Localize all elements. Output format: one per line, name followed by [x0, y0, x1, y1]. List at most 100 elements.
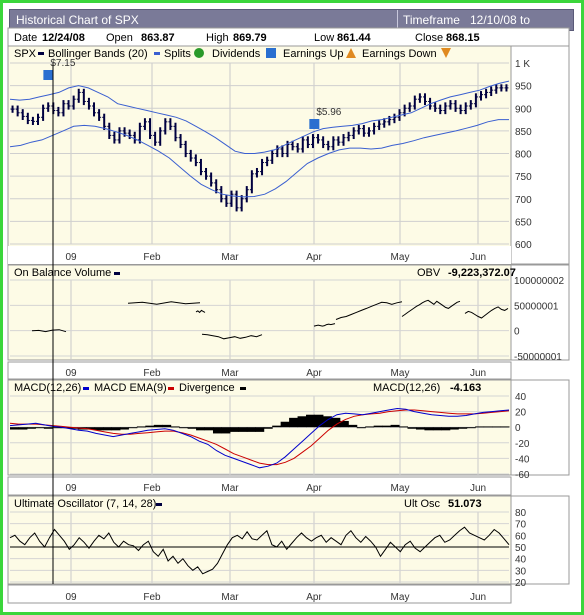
obv-y-tick: 50000001 — [514, 301, 559, 312]
x-tick-label: 09 — [65, 368, 77, 379]
macd-y-tick: -60 — [515, 470, 530, 481]
dividend-marker-icon — [309, 119, 320, 129]
ulto-value: 51.073 — [448, 498, 482, 510]
divergence-bar — [289, 417, 299, 428]
obv-legend-swatch — [114, 272, 120, 275]
obv-value-label: OBV — [417, 267, 441, 279]
close-label: Close — [415, 32, 443, 44]
divergence-bar — [103, 427, 112, 431]
legend-dividends: Dividends — [212, 48, 261, 60]
divergence-bar — [255, 427, 265, 432]
dividend-amount-label: $5.96 — [316, 107, 341, 118]
divergence-bar — [390, 424, 400, 428]
ulto-value-label: Ult Osc — [404, 498, 441, 510]
divergence-bar — [322, 416, 332, 428]
divergence-bar — [466, 427, 476, 429]
obv-value: -9,223,372.07 — [448, 267, 516, 279]
low-value: 861.44 — [337, 32, 372, 44]
divergence-bar — [331, 417, 341, 428]
annotations: $7.15 $5.96 — [43, 58, 342, 129]
x-tick-label: Mar — [221, 483, 239, 494]
ulto-axis-panel — [510, 495, 570, 585]
divergence-bar — [306, 414, 315, 428]
macd-y-tick: 0 — [515, 423, 521, 434]
price-axis-panel — [510, 45, 570, 265]
obv-segment — [201, 333, 263, 340]
low-label: Low — [314, 32, 334, 44]
divergence-bar — [339, 420, 349, 428]
x-tick-label: Feb — [143, 483, 161, 494]
ulto-line — [9, 526, 510, 575]
obv-segment — [335, 301, 403, 320]
divergence-bar — [128, 427, 138, 429]
divergence-bar — [500, 426, 510, 428]
price-y-tick: 800 — [515, 150, 532, 161]
divergence-bar — [35, 427, 45, 429]
macd-legend-swatch — [83, 387, 89, 390]
legend-splits: Splits — [164, 48, 191, 60]
ulto-title: Ultimate Oscillator (7, 14, 28) — [14, 498, 156, 510]
x-tick-label: Mar — [221, 592, 239, 603]
divergence-bar — [221, 427, 231, 434]
legend-bollinger-swatch — [154, 52, 160, 55]
x-tick-label: May — [391, 252, 410, 263]
splits-icon — [194, 48, 204, 58]
price-y-tick: 950 — [515, 82, 532, 93]
macd-value-label: MACD(12,26) — [373, 382, 440, 394]
macd-y-tick: -40 — [515, 454, 530, 465]
macd-x-axis-strip — [7, 476, 512, 496]
x-tick-label: Jun — [470, 368, 486, 379]
macd-y-tick: 40 — [515, 392, 527, 403]
date-value: 12/24/08 — [42, 32, 85, 44]
divergence-bar — [424, 427, 434, 431]
legend-earnings-down: Earnings Down — [362, 48, 437, 60]
obv-segment — [195, 309, 206, 314]
ulto-y-tick: 60 — [515, 531, 527, 542]
bollinger-lower-line — [9, 119, 509, 198]
obv-panel — [7, 264, 512, 361]
obv-axis-panel — [510, 264, 570, 361]
divergence-bar — [26, 427, 36, 429]
macd-line — [9, 407, 510, 469]
divergence-bar — [229, 427, 239, 432]
macd-lines — [9, 407, 510, 469]
earnings-up-icon — [346, 48, 356, 58]
x-tick-label: 09 — [65, 252, 77, 263]
legend-symbol: SPX — [14, 48, 37, 60]
ulto-y-tick: 20 — [515, 578, 527, 589]
divergence-bar — [145, 425, 155, 428]
ulto-y-tick: 80 — [515, 508, 527, 519]
x-tick-label: Mar — [221, 252, 239, 263]
high-value: 869.79 — [233, 32, 267, 44]
legend-earnings-up: Earnings Up — [283, 48, 344, 60]
price-y-tick: 600 — [515, 240, 532, 251]
obv-segment — [313, 323, 336, 327]
ulto-panel — [7, 495, 512, 585]
macd-axis-panel — [510, 379, 570, 476]
divergence-bar — [204, 427, 214, 431]
price-y-tick: 1 K — [515, 59, 530, 70]
divergence-bar — [18, 427, 28, 430]
x-tick-label: May — [391, 592, 410, 603]
timeframe-label: Timeframe — [403, 13, 460, 27]
dividend-icon — [266, 48, 276, 58]
price-y-tick: 650 — [515, 217, 532, 228]
ulto-y-tick: 70 — [515, 520, 527, 531]
divergence-bar — [407, 427, 417, 429]
divergence-bar — [432, 427, 442, 431]
divergence-bar — [212, 427, 222, 434]
obv-segment — [464, 306, 509, 319]
divergence-bar — [238, 427, 248, 432]
divergence-title: Divergence — [179, 382, 235, 394]
price-header — [7, 27, 570, 47]
ulto-line — [9, 526, 510, 575]
x-tick-label: 09 — [65, 592, 77, 603]
date-label: Date — [14, 32, 37, 44]
divergence-bar — [441, 427, 451, 431]
obv-segment — [127, 301, 201, 305]
price-y-tick: 750 — [515, 172, 532, 183]
divergence-bar — [94, 427, 104, 431]
divergence-bar — [119, 427, 129, 430]
open-label: Open — [106, 32, 133, 44]
